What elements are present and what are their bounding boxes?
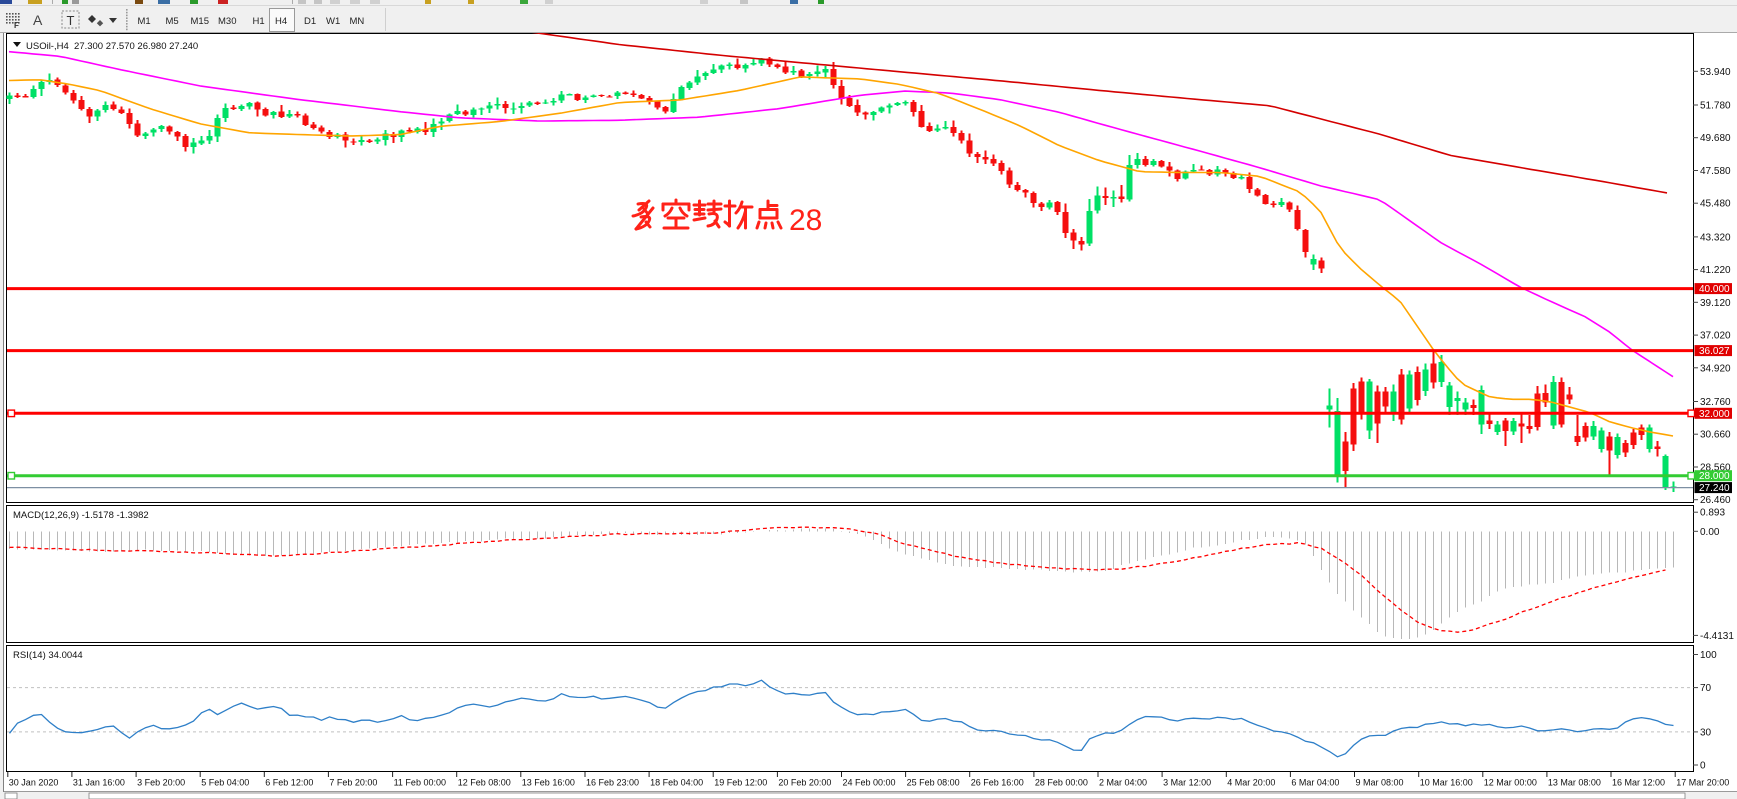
svg-text:34.920: 34.920 xyxy=(1700,363,1731,374)
svg-text:40.000: 40.000 xyxy=(1699,284,1730,295)
svg-text:13 Feb 16:00: 13 Feb 16:00 xyxy=(522,778,575,788)
svg-text:53.940: 53.940 xyxy=(1700,67,1731,78)
svg-text:H1: H1 xyxy=(253,16,265,27)
svg-text:USOil-,H4 27.300 27.570 26.98: USOil-,H4 27.300 27.570 26.980 27.240 xyxy=(26,41,198,52)
svg-text:41.220: 41.220 xyxy=(1700,265,1731,276)
svg-text:T: T xyxy=(67,13,75,28)
svg-text:28.560: 28.560 xyxy=(1700,463,1731,474)
svg-text:4 Mar 20:00: 4 Mar 20:00 xyxy=(1227,778,1275,788)
svg-text:49.680: 49.680 xyxy=(1700,133,1731,144)
svg-text:39.120: 39.120 xyxy=(1700,298,1731,309)
svg-text:28: 28 xyxy=(789,204,822,237)
svg-text:F: F xyxy=(14,21,19,30)
svg-text:51.780: 51.780 xyxy=(1700,101,1731,112)
svg-text:31 Jan 16:00: 31 Jan 16:00 xyxy=(73,778,125,788)
svg-text:11 Feb 00:00: 11 Feb 00:00 xyxy=(394,778,446,788)
svg-text:3 Mar 12:00: 3 Mar 12:00 xyxy=(1163,778,1211,788)
svg-text:17 Mar 20:00: 17 Mar 20:00 xyxy=(1676,778,1729,788)
svg-text:18 Feb 04:00: 18 Feb 04:00 xyxy=(650,778,703,788)
svg-text:32.760: 32.760 xyxy=(1700,397,1731,408)
svg-text:28.000: 28.000 xyxy=(1699,471,1730,482)
svg-text:70: 70 xyxy=(1700,683,1712,694)
svg-text:43.320: 43.320 xyxy=(1700,232,1731,243)
svg-text:6 Feb 12:00: 6 Feb 12:00 xyxy=(265,778,313,788)
svg-text:30 Jan 2020: 30 Jan 2020 xyxy=(9,778,59,788)
svg-text:47.580: 47.580 xyxy=(1700,166,1731,177)
svg-text:2 Mar 04:00: 2 Mar 04:00 xyxy=(1099,778,1147,788)
svg-text:M15: M15 xyxy=(191,16,209,27)
svg-text:-4.4131: -4.4131 xyxy=(1700,631,1734,642)
svg-text:16 Mar 12:00: 16 Mar 12:00 xyxy=(1612,778,1665,788)
svg-text:30.660: 30.660 xyxy=(1700,430,1731,441)
svg-text:3 Feb 20:00: 3 Feb 20:00 xyxy=(137,778,185,788)
svg-text:5 Feb 04:00: 5 Feb 04:00 xyxy=(201,778,249,788)
svg-text:32.000: 32.000 xyxy=(1699,409,1730,420)
svg-text:D1: D1 xyxy=(304,16,316,27)
svg-text:M1: M1 xyxy=(138,16,151,27)
svg-text:A: A xyxy=(33,12,43,28)
svg-text:28 Feb 00:00: 28 Feb 00:00 xyxy=(1035,778,1088,788)
svg-text:7 Feb 20:00: 7 Feb 20:00 xyxy=(329,778,377,788)
svg-text:9 Mar 08:00: 9 Mar 08:00 xyxy=(1356,778,1404,788)
svg-text:100: 100 xyxy=(1700,650,1717,661)
svg-text:RSI(14) 34.0044: RSI(14) 34.0044 xyxy=(13,650,83,661)
svg-text:H4: H4 xyxy=(275,16,287,27)
svg-text:6 Mar 04:00: 6 Mar 04:00 xyxy=(1291,778,1339,788)
svg-text:0: 0 xyxy=(1700,761,1706,772)
svg-text:20 Feb 20:00: 20 Feb 20:00 xyxy=(778,778,831,788)
svg-text:12 Feb 08:00: 12 Feb 08:00 xyxy=(458,778,511,788)
svg-text:0.893: 0.893 xyxy=(1700,508,1725,519)
svg-text:10 Mar 16:00: 10 Mar 16:00 xyxy=(1420,778,1473,788)
svg-text:36.027: 36.027 xyxy=(1699,346,1730,357)
svg-text:37.020: 37.020 xyxy=(1700,331,1731,342)
svg-text:27.240: 27.240 xyxy=(1699,483,1730,494)
svg-text:0.00: 0.00 xyxy=(1700,527,1720,538)
svg-text:MACD(12,26,9) -1.5178 -1.3982: MACD(12,26,9) -1.5178 -1.3982 xyxy=(13,510,149,521)
svg-text:25 Feb 08:00: 25 Feb 08:00 xyxy=(907,778,960,788)
svg-text:24 Feb 00:00: 24 Feb 00:00 xyxy=(843,778,896,788)
svg-text:13 Mar 08:00: 13 Mar 08:00 xyxy=(1548,778,1601,788)
svg-text:45.480: 45.480 xyxy=(1700,199,1731,210)
svg-text:M5: M5 xyxy=(166,16,179,27)
svg-text:MN: MN xyxy=(350,16,365,27)
svg-text:12 Mar 00:00: 12 Mar 00:00 xyxy=(1484,778,1537,788)
svg-text:26 Feb 16:00: 26 Feb 16:00 xyxy=(971,778,1024,788)
svg-text:16 Feb 23:00: 16 Feb 23:00 xyxy=(586,778,639,788)
svg-text:M30: M30 xyxy=(218,16,236,27)
svg-text:26.460: 26.460 xyxy=(1700,495,1731,506)
svg-text:19 Feb 12:00: 19 Feb 12:00 xyxy=(714,778,767,788)
svg-text:30: 30 xyxy=(1700,727,1712,738)
svg-text:W1: W1 xyxy=(326,16,340,27)
